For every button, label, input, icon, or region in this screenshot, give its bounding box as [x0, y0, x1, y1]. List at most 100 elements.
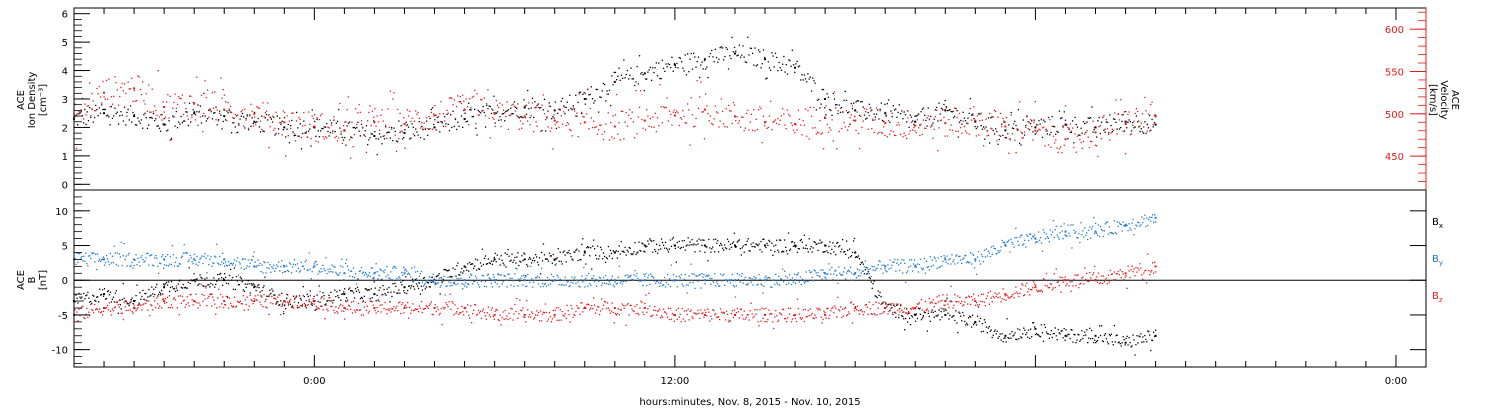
data-point-fill — [295, 270, 298, 272]
data-point-fill — [998, 335, 1000, 338]
data-point-fill — [292, 263, 295, 265]
data-point-fill — [95, 308, 97, 311]
data-point — [824, 98, 827, 100]
data-point-fill — [498, 258, 500, 260]
data-point-fill — [708, 311, 710, 313]
data-point-fill — [168, 117, 170, 119]
data-point-fill — [622, 281, 624, 283]
data-point-fill — [513, 285, 515, 288]
data-point-fill — [668, 318, 671, 321]
data-point-fill — [351, 137, 353, 139]
data-point-fill — [701, 61, 703, 63]
data-point-fill — [591, 277, 593, 280]
data-point-fill — [738, 274, 740, 276]
data-point-fill — [85, 114, 87, 116]
data-point-fill — [649, 238, 651, 240]
data-point-fill — [635, 253, 637, 256]
data-point-fill — [985, 326, 987, 328]
data-point — [914, 120, 917, 123]
data-point-fill — [705, 93, 707, 95]
data-point-fill — [833, 98, 836, 100]
data-point-fill — [1095, 340, 1098, 343]
data-point-fill — [780, 278, 782, 280]
data-point-fill — [584, 306, 586, 308]
data-point-fill — [989, 142, 991, 144]
data-point-fill — [580, 259, 582, 261]
data-point-fill — [1101, 340, 1104, 342]
data-point-fill — [137, 75, 139, 77]
data-point-fill — [663, 247, 666, 249]
data-point-fill — [727, 321, 730, 323]
data-point-fill — [362, 300, 364, 302]
data-point-fill — [214, 303, 216, 305]
data-point-fill — [523, 274, 525, 277]
data-point-fill — [878, 118, 880, 120]
data-point-fill — [279, 270, 281, 272]
data-point-fill — [908, 126, 910, 128]
data-point-fill — [282, 302, 284, 304]
data-point-fill — [727, 279, 730, 282]
data-point-fill — [373, 116, 375, 118]
data-point-fill — [1071, 329, 1073, 331]
data-point-fill — [630, 274, 632, 277]
data-point-fill — [280, 123, 282, 125]
data-point-fill — [341, 310, 343, 312]
data-point-fill — [108, 78, 110, 80]
data-point-fill — [741, 116, 743, 118]
data-point-fill — [604, 261, 607, 263]
data-point-fill — [76, 297, 78, 299]
data-point-fill — [423, 277, 426, 279]
data-point-fill — [236, 300, 239, 302]
data-point-fill — [193, 300, 195, 302]
data-point-fill — [461, 267, 463, 270]
data-point-fill — [1060, 330, 1062, 332]
data-point-fill — [610, 104, 612, 107]
data-point-fill — [287, 304, 290, 306]
data-point-fill — [305, 307, 307, 309]
data-point-fill — [820, 269, 822, 271]
data-point-fill — [250, 299, 252, 301]
data-point-fill — [443, 269, 445, 271]
data-point-fill — [1146, 130, 1148, 132]
data-point-fill — [768, 115, 771, 117]
data-point-fill — [543, 312, 546, 314]
data-point-fill — [607, 112, 609, 114]
data-point-fill — [745, 283, 747, 286]
data-point-fill — [492, 117, 494, 119]
data-point-fill — [283, 310, 285, 313]
data-point-fill — [701, 273, 703, 275]
data-point-fill — [262, 286, 264, 289]
data-point-fill — [765, 78, 767, 80]
data-point-fill — [484, 126, 487, 128]
data-point-fill — [323, 126, 325, 128]
data-point-fill — [786, 253, 789, 255]
data-point-fill — [85, 313, 87, 315]
data-point-fill — [1027, 127, 1029, 130]
data-point-fill — [949, 109, 951, 111]
data-point-fill — [129, 105, 132, 107]
data-point-fill — [245, 267, 247, 269]
data-point-fill — [96, 268, 98, 271]
data-point-fill — [1004, 136, 1006, 139]
data-point-fill — [443, 275, 445, 277]
data-point-fill — [863, 273, 865, 275]
data-point-fill — [1126, 224, 1128, 227]
data-point-fill — [309, 295, 311, 297]
data-point-fill — [628, 114, 630, 116]
data-point-fill — [74, 258, 76, 260]
data-point-fill — [1131, 222, 1133, 224]
data-point-fill — [168, 290, 171, 293]
data-point-fill — [1088, 117, 1091, 119]
data-point-fill — [1013, 334, 1015, 336]
data-point-fill — [220, 114, 222, 116]
data-point-fill — [883, 264, 885, 266]
data-point-fill — [1072, 120, 1074, 122]
data-point-fill — [298, 271, 301, 273]
data-point-fill — [956, 116, 958, 119]
data-point-fill — [1026, 332, 1028, 334]
data-point-fill — [722, 247, 724, 249]
data-point-fill — [215, 313, 217, 315]
data-point-fill — [370, 300, 372, 303]
data-point-fill — [791, 277, 794, 279]
data-point-fill — [416, 131, 418, 133]
